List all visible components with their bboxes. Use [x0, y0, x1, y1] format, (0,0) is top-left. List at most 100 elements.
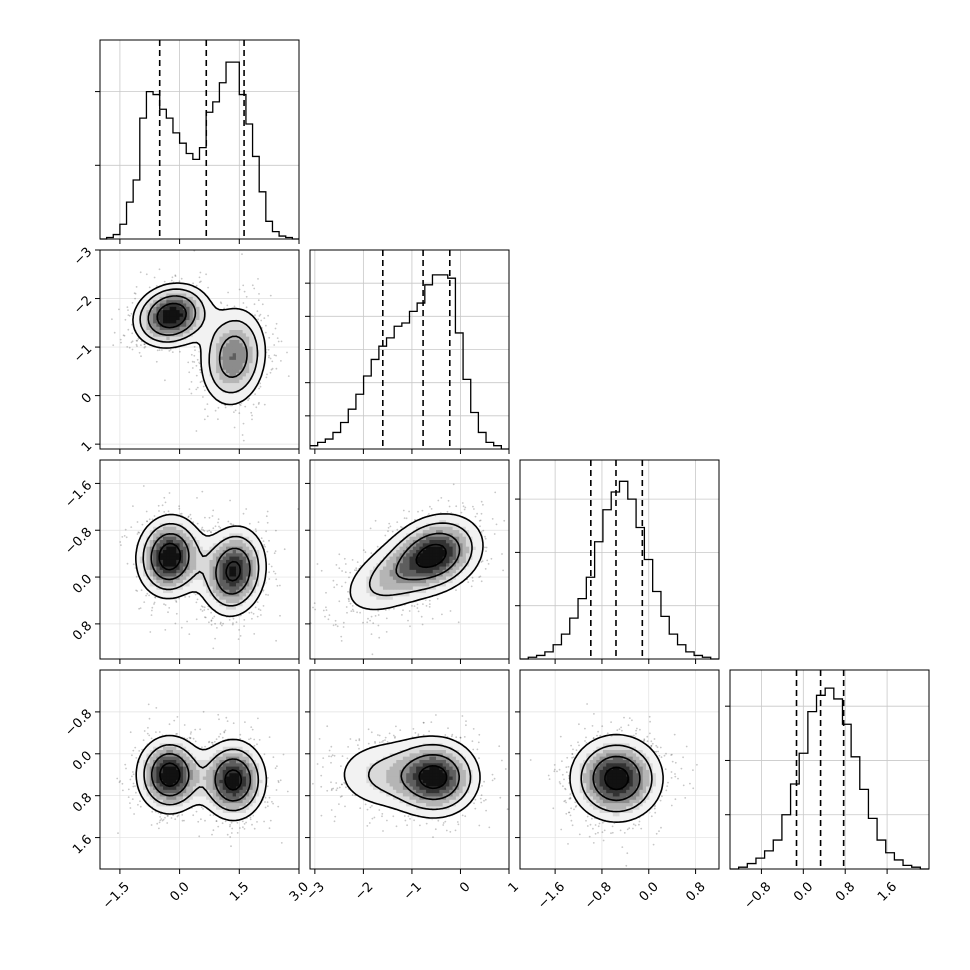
scatter-point [196, 598, 199, 601]
density-cell [219, 542, 224, 547]
density-cell [216, 549, 220, 554]
density-cell [242, 562, 247, 567]
density-cell [242, 332, 247, 337]
density-cell [249, 352, 253, 357]
density-cell [189, 556, 194, 560]
density-cell [206, 332, 210, 337]
density-cell [216, 539, 220, 544]
density-cell [209, 389, 214, 394]
density-cell [153, 316, 157, 321]
density-cell [212, 339, 217, 344]
scatter-point [155, 285, 158, 287]
scatter-point [245, 295, 248, 298]
density-cell [262, 346, 267, 350]
density-cell [172, 526, 177, 531]
density-cell [212, 599, 217, 604]
scatter-point [179, 350, 181, 353]
scatter-point [180, 626, 183, 629]
density-cell [146, 526, 151, 531]
density-cell [229, 552, 234, 557]
density-cell [153, 559, 157, 564]
density-cell [202, 582, 207, 587]
density-cell [156, 586, 161, 590]
density-cell [176, 569, 180, 574]
density-cell [189, 336, 194, 340]
density-cell [199, 326, 204, 330]
density-cell [255, 552, 260, 557]
density-cell [206, 322, 210, 327]
density-cell [189, 566, 194, 570]
density-cell [245, 529, 250, 534]
density-cell [159, 592, 164, 597]
density-cell [216, 376, 220, 380]
density-cell [143, 579, 147, 584]
density-cell [159, 523, 164, 527]
density-cell [232, 359, 237, 364]
scatter-point [196, 522, 199, 525]
density-cell [209, 322, 214, 327]
histogram-step-1 [100, 61, 299, 240]
density-cell [176, 299, 180, 304]
density-cell [199, 572, 204, 577]
density-cell [262, 556, 267, 560]
density-cell [189, 582, 194, 587]
density-cell [226, 539, 230, 544]
density-cell [182, 576, 187, 580]
density-cell [136, 313, 141, 317]
density-cell [216, 605, 220, 610]
scatter-point [233, 411, 235, 413]
density-cell [212, 359, 217, 364]
scatter-point [255, 530, 257, 533]
density-cell [222, 542, 227, 547]
density-cell [156, 582, 161, 587]
density-cell [192, 556, 197, 560]
density-cell [156, 336, 161, 340]
density-cell [146, 322, 151, 327]
density-cell [226, 399, 230, 403]
density-cell [235, 339, 240, 344]
density-cell [146, 546, 151, 550]
density-cell [229, 532, 234, 537]
density-cell [206, 326, 210, 330]
scatter-point [188, 371, 191, 374]
density-cell [199, 549, 204, 554]
density-cell [212, 589, 217, 594]
density-cell [182, 322, 187, 327]
density-cell [229, 349, 234, 354]
density-cell [239, 356, 244, 360]
scatter-point [168, 350, 171, 352]
density-cell [176, 566, 180, 570]
density-cell [239, 313, 244, 317]
density-cell [163, 293, 167, 297]
density-cell [235, 376, 240, 380]
density-cell [239, 562, 244, 567]
density-cell [163, 539, 167, 544]
density-cell [222, 576, 227, 580]
density-cell [186, 589, 190, 594]
density-cell [252, 326, 257, 330]
density-cell [232, 385, 237, 390]
scatter-point [195, 618, 198, 621]
density-cell [235, 586, 240, 590]
scatter-point [136, 345, 138, 347]
density-cell [216, 379, 220, 384]
density-cell [196, 586, 200, 590]
density-cell [222, 313, 227, 317]
density-cell [146, 539, 151, 544]
density-cell [242, 566, 247, 570]
density-cell [206, 303, 210, 307]
density-cell [176, 306, 180, 311]
density-cell [156, 296, 161, 301]
scatter-point [138, 531, 141, 534]
density-cell [139, 576, 144, 580]
density-cell [196, 549, 200, 554]
scatter-point [271, 367, 274, 370]
density-cell [182, 549, 187, 554]
density-cell [139, 319, 144, 324]
density-cell [179, 526, 184, 531]
scatter-point [196, 358, 199, 361]
density-cell [245, 599, 250, 604]
density-cell [232, 536, 237, 540]
density-cell [239, 586, 244, 590]
